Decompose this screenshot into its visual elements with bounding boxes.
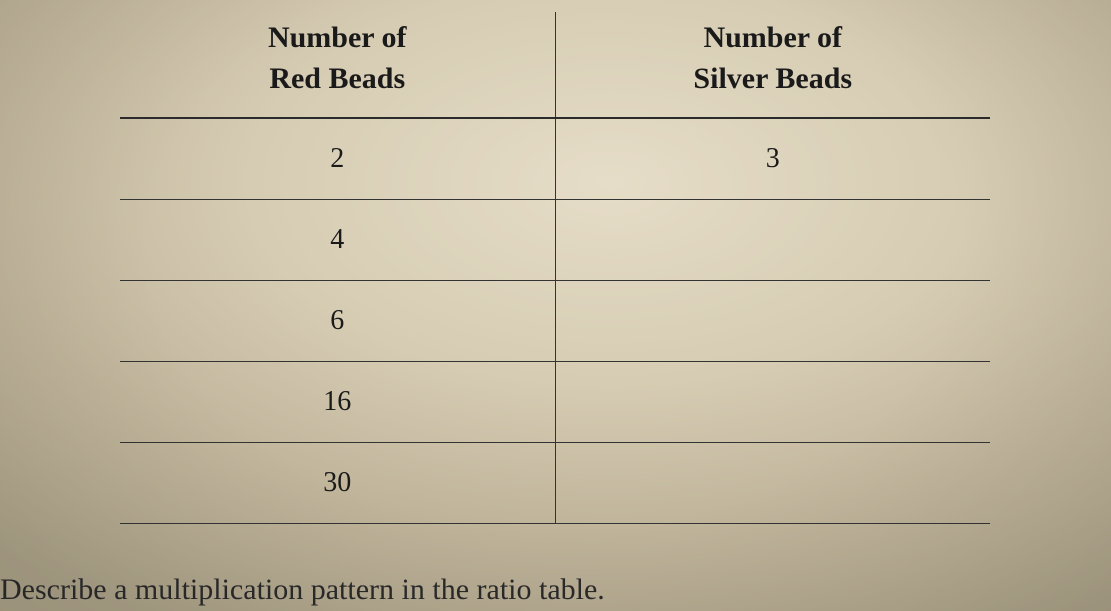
header-silver-beads: Number of Silver Beads (555, 12, 990, 118)
question-prompt: Describe a multiplication pattern in the… (0, 573, 605, 607)
cell-red: 16 (120, 362, 555, 443)
header-red-line2: Red Beads (269, 62, 405, 95)
worksheet-page: Number of Red Beads Number of Silver Bea… (0, 0, 1111, 611)
header-red-beads: Number of Red Beads (120, 12, 555, 118)
ratio-table: Number of Red Beads Number of Silver Bea… (120, 12, 990, 524)
cell-red: 6 (120, 281, 555, 362)
cell-silver (555, 443, 990, 524)
table-row: 30 (120, 443, 990, 524)
cell-silver (555, 200, 990, 281)
table-row: 16 (120, 362, 990, 443)
header-silver-line2: Silver Beads (693, 62, 852, 95)
cell-silver: 3 (555, 118, 990, 200)
cell-red: 4 (120, 200, 555, 281)
cell-silver (555, 362, 990, 443)
table-row: 6 (120, 281, 990, 362)
header-red-line1: Number of (268, 21, 407, 54)
table-row: 2 3 (120, 118, 990, 200)
cell-red: 2 (120, 118, 555, 200)
table-row: 4 (120, 200, 990, 281)
cell-red: 30 (120, 443, 555, 524)
header-silver-line1: Number of (703, 21, 842, 54)
table-header-row: Number of Red Beads Number of Silver Bea… (120, 12, 990, 118)
cell-silver (555, 281, 990, 362)
